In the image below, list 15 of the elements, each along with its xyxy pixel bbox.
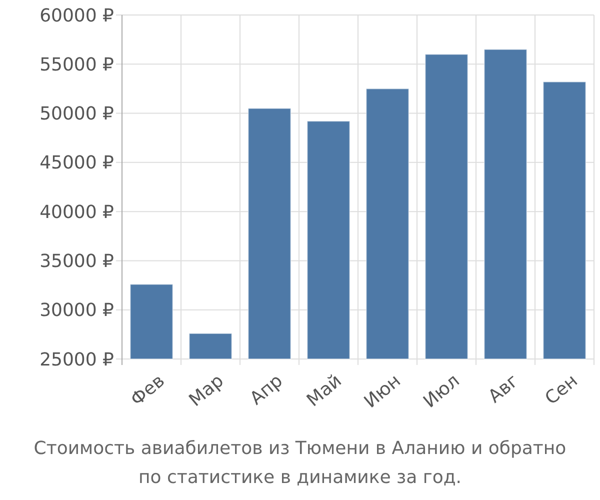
x-tick-label: Фев <box>126 370 169 410</box>
y-tick-label: 45000 ₽ <box>40 152 114 174</box>
y-tick-label: 60000 ₽ <box>40 5 114 26</box>
text: Стоимость авиабилетов из Тюмени в Аланию и обратно <box>34 438 566 459</box>
y-tick-label: 30000 ₽ <box>40 300 114 322</box>
x-tick-label: Авг <box>484 370 523 408</box>
y-tick-label: 55000 ₽ <box>40 54 114 76</box>
y-tick-label: 40000 ₽ <box>40 202 114 223</box>
x-tick-label: Мар <box>185 370 228 411</box>
y-tick-label: 25000 ₽ <box>40 349 114 370</box>
x-tick-label: Сен <box>541 370 582 410</box>
x-tick-label: Апр <box>246 370 287 410</box>
y-tick-label: 50000 ₽ <box>40 104 114 125</box>
text: по статистике в динамике за год. <box>138 467 462 488</box>
y-tick-label: 35000 ₽ <box>40 251 114 272</box>
